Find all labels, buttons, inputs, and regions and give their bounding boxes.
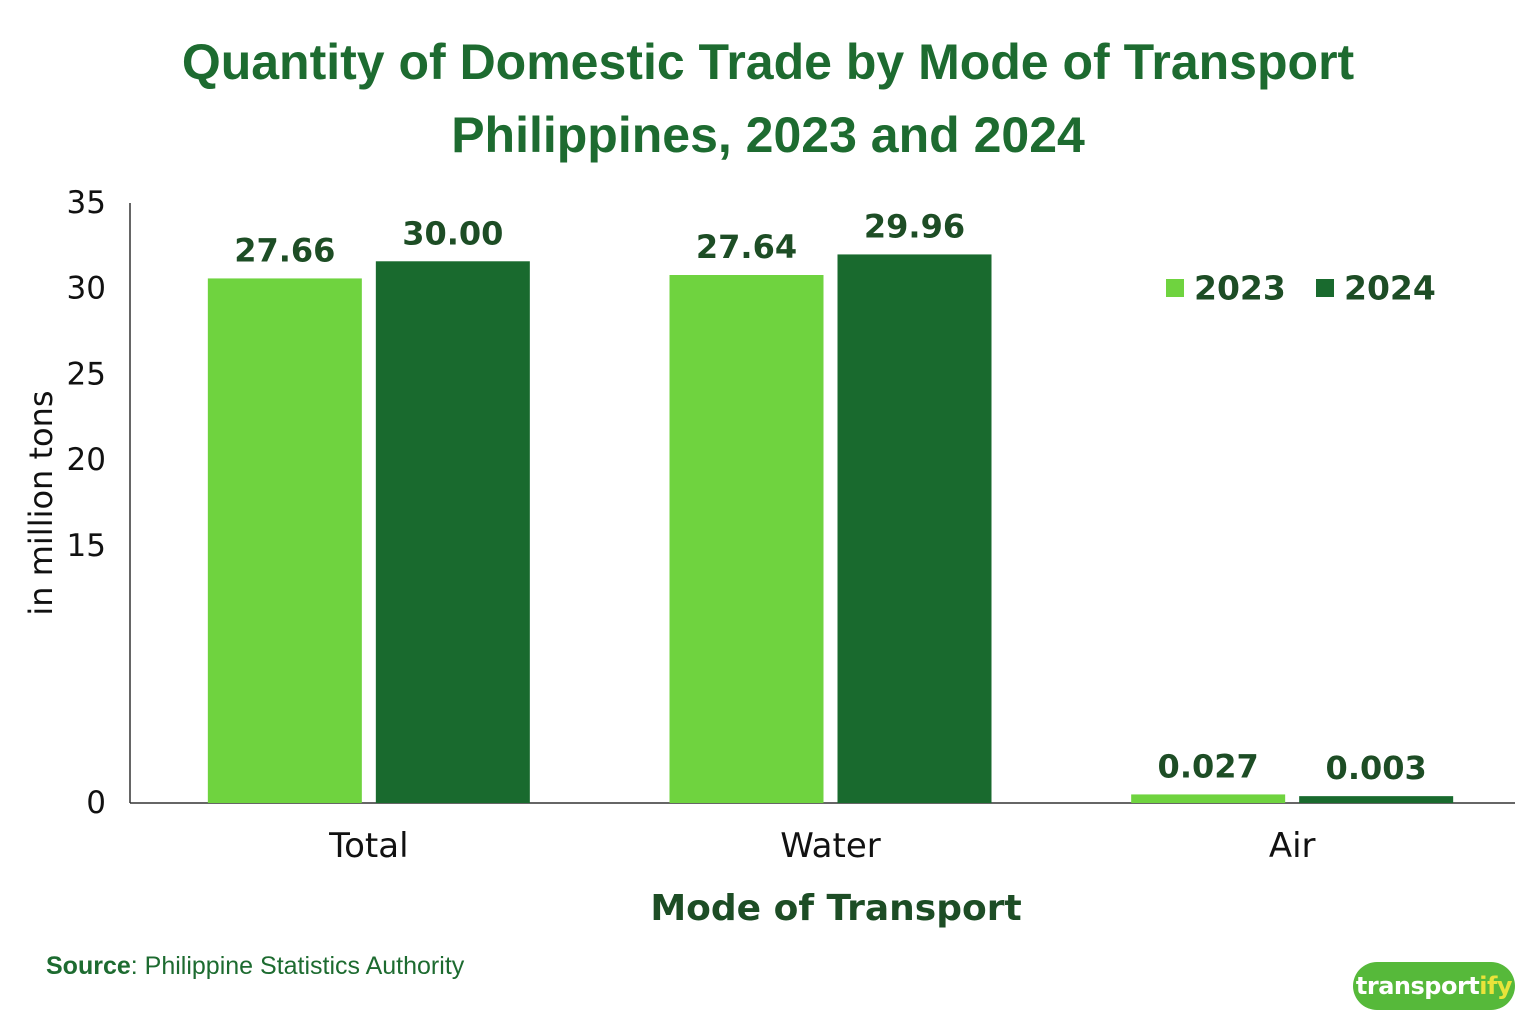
legend-label-2023: 2023 — [1194, 269, 1286, 308]
chart-title-line2: Philippines, 2023 and 2024 — [451, 107, 1085, 163]
legend-swatch-2023 — [1166, 279, 1184, 297]
y-tick-label: 25 — [67, 356, 106, 392]
logo-text-accent: ify — [1479, 972, 1513, 1000]
legend-label-2024: 2024 — [1344, 269, 1436, 308]
logo-text: transport — [1355, 972, 1480, 1000]
bar-total-2023 — [207, 278, 362, 803]
transportify-logo[interactable]: transport ify — [1353, 962, 1515, 1010]
x-tick-label: Water — [780, 826, 881, 866]
source-label: Source — [46, 952, 131, 980]
y-tick-label: 20 — [67, 442, 106, 478]
x-tick-label: Air — [1269, 826, 1316, 866]
x-tick-label: Total — [328, 826, 408, 866]
bar-water-2023 — [669, 275, 824, 803]
y-tick-label: 35 — [67, 185, 106, 221]
source-text: : Philippine Statistics Authority — [130, 952, 465, 980]
legend-swatch-2024 — [1316, 279, 1334, 297]
bar-total-2024 — [375, 261, 530, 803]
y-tick-label: 30 — [67, 271, 106, 307]
x-axis-title: Mode of Transport — [650, 888, 1021, 929]
data-label: 27.64 — [696, 228, 797, 266]
data-label: 30.00 — [402, 214, 503, 252]
source-note: Source: Philippine Statistics Authority — [46, 952, 464, 981]
data-label: 0.027 — [1158, 747, 1259, 785]
data-label: 29.96 — [864, 207, 965, 245]
y-tick-label: 0 — [86, 785, 106, 821]
data-label: 27.66 — [234, 231, 335, 269]
bar-air-2024 — [1299, 796, 1454, 803]
data-label: 0.003 — [1326, 749, 1427, 787]
y-tick-label: 15 — [67, 528, 106, 564]
y-axis-title: in million tons — [22, 390, 60, 615]
bar-water-2024 — [837, 254, 992, 803]
bar-air-2023 — [1131, 794, 1286, 803]
chart-title-line1: Quantity of Domestic Trade by Mode of Tr… — [181, 34, 1355, 90]
